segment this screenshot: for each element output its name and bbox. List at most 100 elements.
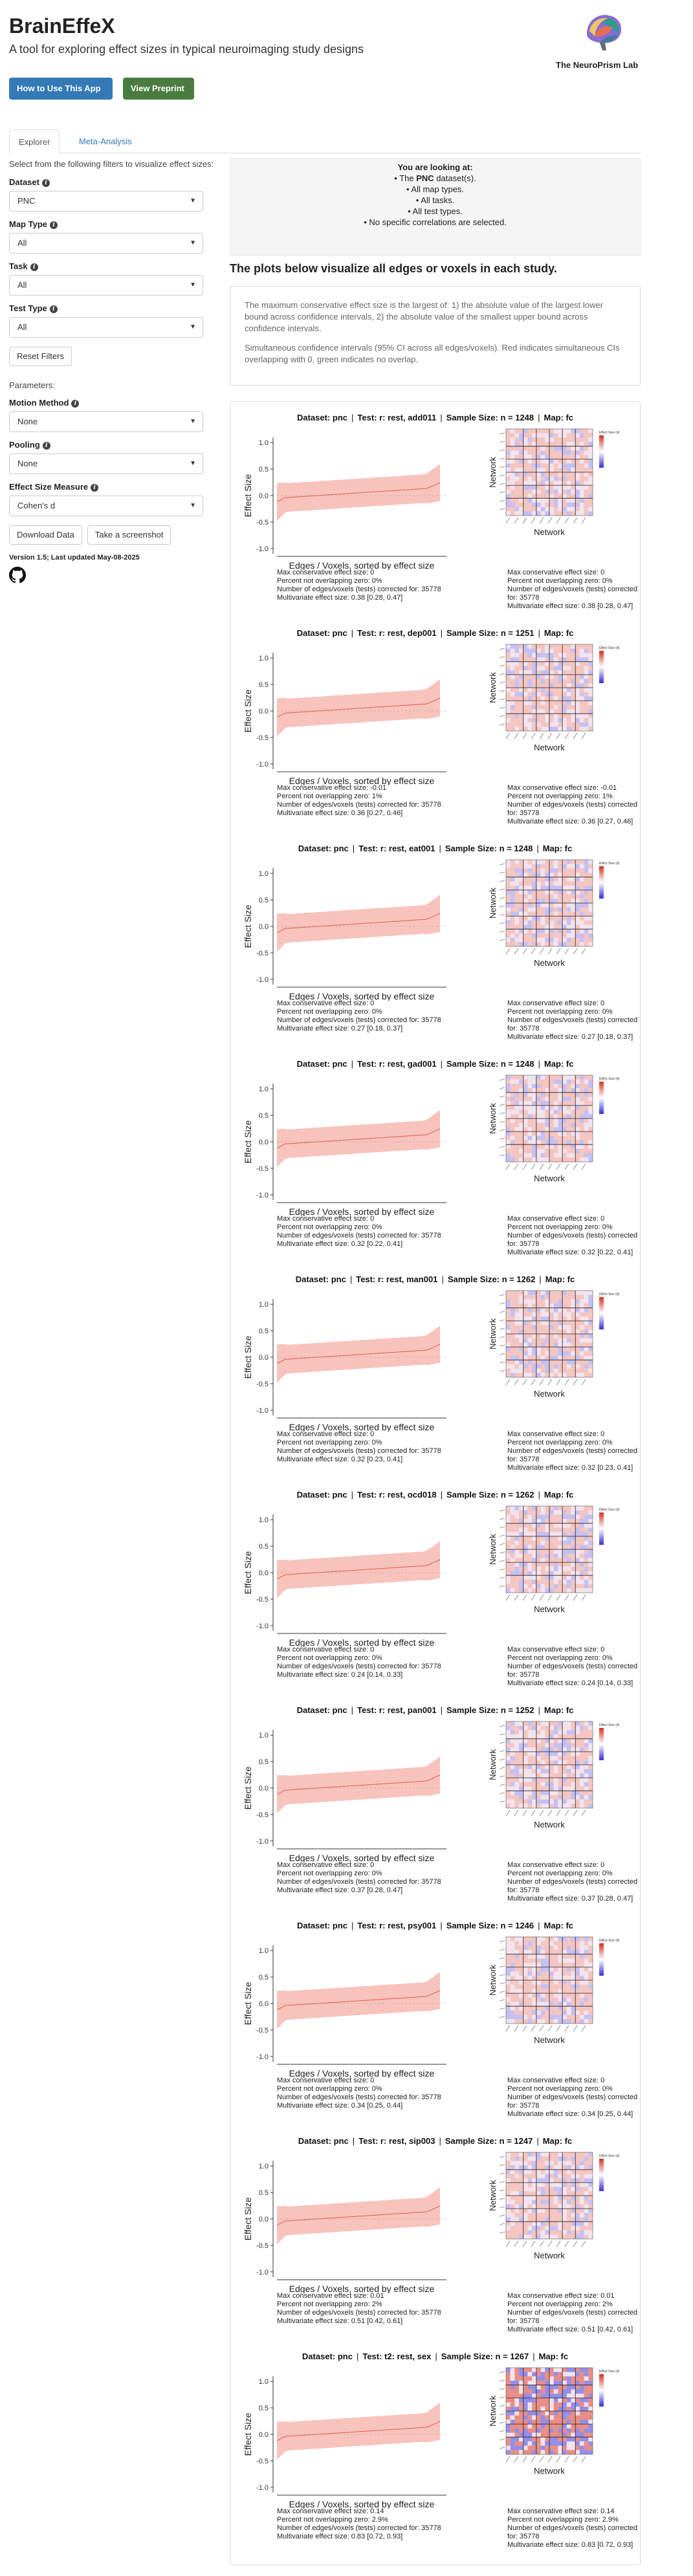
heatmap-cell: [527, 2178, 533, 2183]
reset-filters-button[interactable]: Reset Filters: [9, 347, 72, 366]
heatmap-cell: [527, 1140, 533, 1145]
heatmap-cell: [566, 1721, 571, 1726]
info-icon[interactable]: i: [41, 179, 50, 187]
heatmap-cell: [566, 657, 571, 662]
heatmap-cell: [510, 1364, 515, 1369]
heatmap-cell: [545, 1963, 549, 1967]
heatmap-cell: [562, 2152, 567, 2157]
heatmap-cell: [575, 1545, 580, 1549]
heatmap-cell: [553, 2437, 558, 2441]
heatmap-cell: [571, 1347, 576, 1351]
effect-size-measure-select[interactable]: Cohen's d ▼: [9, 496, 203, 516]
heatmap-cell: [536, 1765, 541, 1769]
dataset-select[interactable]: PNC ▼: [9, 191, 203, 212]
heatmap-cell: [519, 704, 523, 710]
network-tick-label: [499, 2405, 505, 2407]
task-select[interactable]: All ▼: [9, 275, 203, 296]
info-icon[interactable]: i: [91, 484, 99, 492]
heatmap-cell: [545, 1351, 549, 1356]
heatmap-cell: [558, 911, 563, 917]
tab-meta-analysis[interactable]: Meta-Analysis: [79, 136, 132, 146]
heatmap-cell: [562, 511, 567, 516]
network-tick-label: [505, 2025, 511, 2032]
heatmap-cell: [571, 894, 576, 899]
heatmap-cell: [575, 907, 580, 912]
info-icon[interactable]: i: [30, 263, 38, 271]
screenshot-button[interactable]: Take a screenshot: [87, 525, 171, 545]
heatmap-cell: [558, 489, 563, 494]
heatmap-cell: [584, 920, 589, 925]
info-icon[interactable]: i: [42, 442, 50, 450]
y-axis-label: Effect Size: [243, 1551, 253, 1594]
heatmap-cell: [506, 511, 511, 516]
motion-method-select[interactable]: None ▼: [9, 411, 203, 432]
heatmap-cell: [579, 894, 584, 899]
heatmap-cell: [584, 722, 589, 727]
download-data-button[interactable]: Download Data: [9, 525, 82, 545]
github-icon[interactable]: [9, 567, 26, 584]
heatmap-cell: [532, 2019, 536, 2024]
heatmap-cell: [566, 2002, 571, 2007]
heatmap-cell: [562, 2217, 567, 2222]
heatmap-cell: [536, 1980, 541, 1985]
heatmap-cell: [562, 2169, 567, 2174]
heatmap-cell: [514, 2212, 520, 2218]
heatmap-cell: [549, 1566, 554, 1571]
heatmap-cell: [558, 1751, 563, 1756]
heatmap-cell: [536, 899, 541, 903]
heatmap-cell: [558, 881, 563, 886]
map-type-select[interactable]: All ▼: [9, 233, 203, 254]
heatmap-cell: [553, 2204, 558, 2209]
info-icon[interactable]: i: [49, 305, 58, 313]
heatmap-cell: [523, 701, 528, 705]
heatmap-cell: [562, 1131, 567, 1136]
heatmap-cell: [510, 1558, 515, 1563]
tab-explorer[interactable]: Explorer: [9, 129, 60, 153]
heatmap-cell: [514, 1079, 520, 1084]
heatmap-cell: [532, 2234, 536, 2239]
heatmap-cell: [579, 1084, 584, 1089]
heatmap-cell: [579, 1773, 584, 1778]
info-icon[interactable]: i: [50, 221, 58, 229]
heatmap-cell: [545, 2209, 549, 2213]
heatmap-cell: [540, 1549, 545, 1554]
main-tabs: Explorer Meta-Analysis: [9, 129, 641, 153]
heatmap-cell: [510, 1084, 515, 1089]
heatmap-cell: [523, 446, 528, 451]
heatmap-cell: [527, 1527, 533, 1533]
heatmap-cell: [536, 1558, 541, 1563]
heatmap-cell: [532, 1148, 536, 1153]
heatmap-cell: [545, 942, 549, 946]
info-icon[interactable]: i: [71, 400, 80, 408]
heatmap-cell: [579, 1519, 584, 1523]
heatmap-cell: [540, 683, 545, 688]
heatmap-cell: [510, 446, 515, 451]
test-type-select[interactable]: All ▼: [9, 317, 203, 338]
heatmap-cell: [571, 1334, 576, 1338]
stat-line: Max conservative effect size: 0: [507, 2077, 605, 2084]
heatmap-cell: [545, 648, 549, 653]
heatmap-cell: [506, 2402, 511, 2407]
how-to-use-button[interactable]: How to Use This App: [9, 78, 113, 100]
heatmap-cell: [562, 2419, 567, 2425]
heatmap-cell: [532, 442, 536, 446]
heatmap-cell: [540, 2221, 545, 2226]
heatmap-cell: [536, 903, 541, 908]
heatmap-cell: [579, 1105, 584, 1110]
heatmap-cell: [571, 924, 576, 930]
pooling-select[interactable]: None ▼: [9, 453, 203, 474]
heatmap-cell: [566, 722, 571, 727]
heatmap-cell: [514, 1549, 520, 1554]
heatmap-cell: [540, 924, 545, 930]
heatmap-cell: [523, 2411, 528, 2416]
heatmap-cell: [519, 2394, 523, 2398]
heatmap-cell: [536, 1114, 541, 1119]
heatmap-cell: [584, 1153, 589, 1158]
heatmap-cell: [545, 1355, 549, 1360]
heatmap-cell: [519, 489, 523, 494]
colorbar-title: Effect Size (d): [599, 646, 620, 650]
heatmap-cell: [536, 2437, 541, 2441]
view-preprint-button[interactable]: View Preprint: [123, 78, 194, 100]
heatmap-cell: [588, 2385, 593, 2390]
